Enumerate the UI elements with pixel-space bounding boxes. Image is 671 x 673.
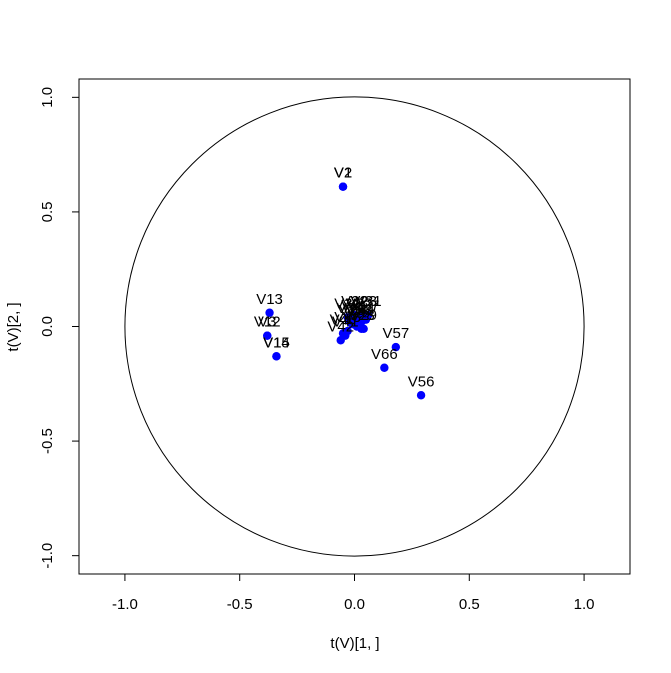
y-axis: -1.0 -0.5 0.0 0.5 1.0 (39, 87, 80, 569)
point-label: V12 (254, 314, 281, 331)
data-point (350, 310, 359, 320)
data-point (272, 352, 281, 361)
data-points (263, 182, 426, 400)
data-point (338, 182, 348, 191)
x-tick-label: 0.0 (344, 596, 365, 613)
point-label: V21 (341, 298, 368, 315)
x-axis-title: t(V)[1, ] (330, 635, 379, 652)
point-label: V23 (350, 293, 377, 310)
point-label: V25 (343, 305, 370, 322)
point-label: V2 (334, 165, 352, 182)
data-point (416, 391, 426, 400)
y-tick-label: 1.0 (39, 87, 56, 108)
point-label: V1 (334, 165, 352, 182)
y-axis-title: t(V)[2, ] (5, 302, 22, 351)
point-label: V13 (256, 291, 283, 308)
data-point (343, 313, 352, 322)
point-label: V66 (371, 346, 398, 363)
data-point (263, 331, 272, 340)
unit-circle (124, 96, 585, 557)
point-label: V20 (337, 300, 364, 317)
y-tick-label: -0.5 (39, 428, 56, 454)
point-label: V31 (355, 293, 382, 310)
point-label: V3 (258, 314, 276, 331)
y-tick-label: -1.0 (39, 543, 56, 569)
x-tick-label: 1.0 (574, 596, 595, 613)
x-tick-label: -0.5 (227, 596, 253, 613)
point-label: V14 (263, 334, 290, 351)
point-label: V30 (334, 295, 361, 312)
point-label: V56 (408, 373, 435, 390)
data-point (364, 310, 373, 320)
point-label: V33 (346, 302, 373, 319)
point-label: V27 (353, 298, 380, 315)
data-point (343, 326, 352, 336)
point-label: V22 (346, 295, 373, 312)
data-point (265, 308, 274, 317)
x-tick-label: 0.5 (459, 596, 480, 613)
point-label: V57 (382, 325, 409, 342)
data-point (391, 342, 401, 352)
point-label: V24 (348, 300, 375, 317)
x-tick-label: -1.0 (112, 596, 138, 613)
point-label: V40 (330, 311, 357, 328)
point-label: V26 (339, 302, 366, 319)
y-tick-label: 0.0 (39, 316, 56, 337)
data-point (380, 363, 389, 372)
point-label: V41 (332, 314, 359, 331)
point-label: V28 (348, 307, 375, 324)
point-label: V15 (263, 334, 290, 351)
data-point (348, 320, 357, 329)
point-label: V42 (327, 318, 354, 335)
data-point (354, 320, 364, 329)
point-label: V32 (341, 293, 368, 310)
point-label: V29 (350, 307, 377, 324)
data-point (336, 336, 345, 345)
x-axis: -1.0 -0.5 0.0 0.5 1.0 (112, 573, 595, 613)
point-label: V43 (334, 309, 361, 326)
y-tick-label: 0.5 (39, 201, 56, 222)
